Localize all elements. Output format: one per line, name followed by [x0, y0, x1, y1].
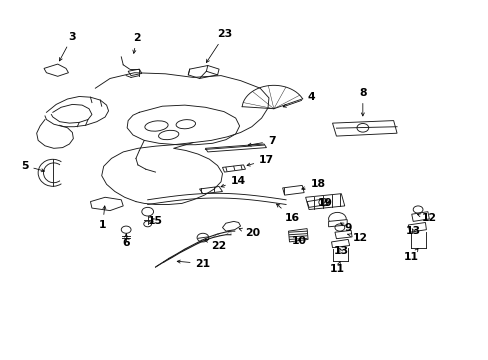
Text: 15: 15: [148, 216, 163, 226]
Text: 13: 13: [333, 246, 348, 256]
Polygon shape: [128, 69, 142, 76]
Polygon shape: [222, 221, 240, 231]
Text: 7: 7: [247, 136, 275, 146]
Polygon shape: [282, 185, 304, 195]
Polygon shape: [288, 229, 307, 242]
Text: 20: 20: [239, 228, 260, 238]
Polygon shape: [331, 239, 349, 248]
Text: 14: 14: [221, 176, 245, 187]
Text: 23: 23: [206, 29, 232, 63]
Text: 8: 8: [358, 88, 366, 116]
Polygon shape: [222, 165, 245, 172]
Text: 16: 16: [276, 204, 299, 223]
Text: 4: 4: [283, 92, 314, 107]
Polygon shape: [334, 230, 351, 239]
Polygon shape: [188, 66, 219, 78]
Polygon shape: [411, 212, 428, 221]
Text: 12: 12: [347, 233, 367, 243]
Text: 22: 22: [205, 239, 226, 251]
Text: 3: 3: [60, 32, 76, 61]
Text: 11: 11: [329, 261, 344, 274]
Polygon shape: [44, 64, 68, 76]
Polygon shape: [407, 222, 426, 232]
Text: 9: 9: [340, 222, 351, 233]
Text: 21: 21: [177, 258, 210, 269]
Polygon shape: [332, 121, 396, 136]
Text: 18: 18: [301, 179, 325, 190]
Text: 13: 13: [405, 226, 420, 236]
Polygon shape: [305, 194, 344, 210]
Text: 17: 17: [246, 155, 274, 166]
Polygon shape: [199, 186, 222, 194]
Text: 6: 6: [122, 234, 130, 248]
Text: 12: 12: [417, 213, 436, 223]
Polygon shape: [90, 197, 123, 211]
Text: 11: 11: [404, 248, 418, 262]
Text: 2: 2: [133, 33, 141, 53]
Text: 5: 5: [21, 161, 44, 172]
Text: 10: 10: [291, 236, 306, 246]
Text: 1: 1: [99, 206, 106, 230]
Polygon shape: [328, 220, 346, 227]
Text: 19: 19: [317, 198, 332, 208]
Polygon shape: [205, 144, 266, 152]
